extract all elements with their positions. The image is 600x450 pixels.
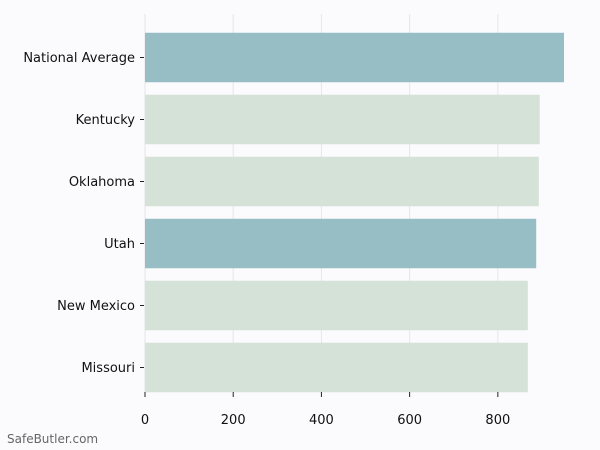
watermark-text: SafeButler.com <box>7 432 99 446</box>
y-tick-label-new-mexico: New Mexico <box>57 299 135 314</box>
y-tick-label-kentucky: Kentucky <box>76 113 136 128</box>
bar-oklahoma <box>145 156 539 207</box>
bar-missouri <box>145 342 528 393</box>
y-tick-label-missouri: Missouri <box>81 361 135 376</box>
x-tick-label-400: 400 <box>309 413 334 428</box>
y-tick-label-oklahoma: Oklahoma <box>69 175 135 190</box>
x-tick-label-200: 200 <box>221 413 246 428</box>
bar-kentucky <box>145 94 540 145</box>
x-tick-label-600: 600 <box>397 413 422 428</box>
y-tick-label-national-average: National Average <box>23 51 135 66</box>
bar-new-mexico <box>145 280 528 331</box>
x-tick-label-800: 800 <box>485 413 510 428</box>
y-tick-label-utah: Utah <box>104 237 135 252</box>
bar-national-average <box>145 32 564 83</box>
bar-utah <box>145 218 537 269</box>
x-tick-label-0: 0 <box>141 413 149 428</box>
